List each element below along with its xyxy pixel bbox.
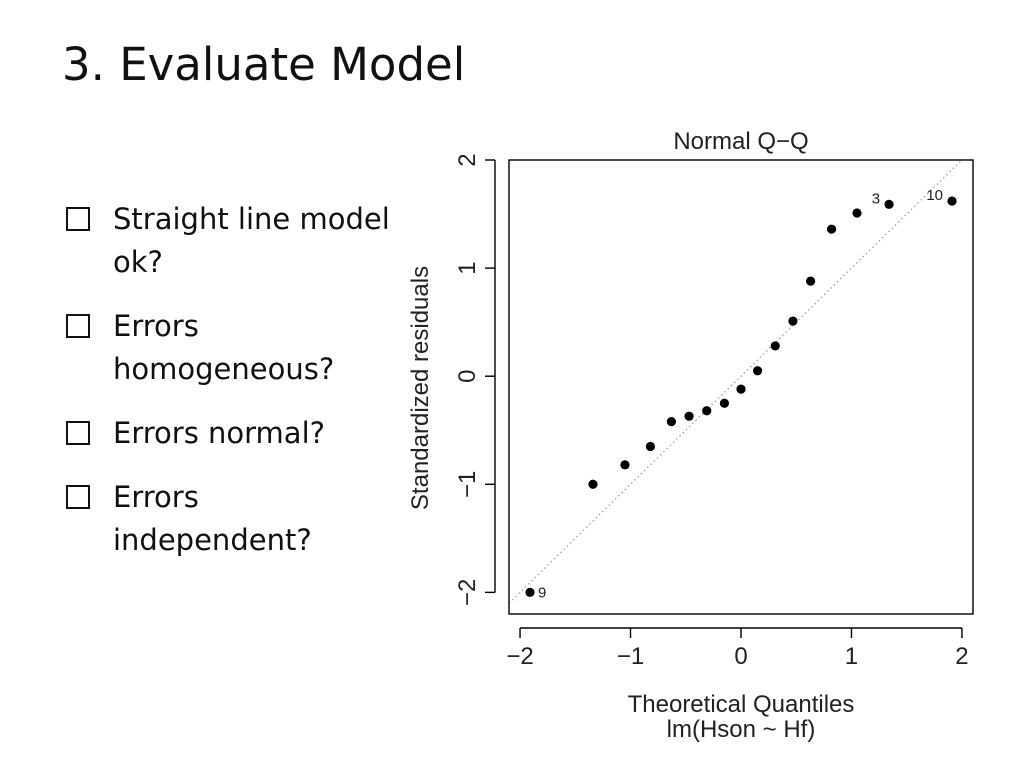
point-label: 10: [926, 187, 943, 204]
y-tick-label: −1: [454, 471, 481, 498]
data-point: [702, 406, 712, 416]
data-point: [645, 441, 656, 452]
checklist: Straight line model ok? Errors homogeneo…: [66, 198, 396, 583]
data-point: [620, 460, 630, 470]
point-label: 9: [538, 584, 546, 601]
plot-frame: [508, 159, 974, 615]
data-point: [752, 366, 763, 376]
y-tick-label: 1: [454, 261, 481, 274]
x-tick-label: −1: [617, 643, 644, 670]
x-tick-label: 2: [955, 643, 968, 670]
chart-subtitle: lm(Hson ~ Hf): [667, 716, 816, 743]
checkbox-homogeneous[interactable]: [66, 314, 90, 338]
chart-title: Normal Q−Q: [673, 128, 808, 155]
x-tick-label: 0: [734, 643, 747, 670]
data-point: [770, 341, 780, 351]
checkbox-straight-line[interactable]: [66, 207, 90, 231]
data-point: [736, 384, 746, 394]
checkbox-normal[interactable]: [66, 421, 90, 445]
checklist-item-straight-line: Straight line model ok?: [66, 198, 396, 284]
checklist-text: Straight line model ok?: [113, 202, 390, 279]
checklist-text: Errors homogeneous?: [113, 309, 335, 386]
y-tick-label: 2: [454, 153, 481, 166]
slide-title: 3. Evaluate Model: [62, 38, 466, 91]
data-point: [884, 199, 894, 209]
x-axis-label: Theoretical Quantiles: [628, 691, 855, 718]
data-point: [684, 411, 694, 421]
checkbox-independent[interactable]: [66, 485, 90, 509]
reference-line: [509, 160, 963, 604]
checklist-item-independent: Errors independent?: [66, 476, 396, 562]
y-axis-label: Standardized residuals: [407, 266, 434, 510]
data-point: [788, 316, 798, 326]
data-point: [852, 208, 862, 218]
data-point: [947, 196, 957, 206]
x-tick-label: −2: [506, 643, 533, 670]
x-tick-label: 1: [845, 643, 858, 670]
checklist-text: Errors independent?: [113, 480, 312, 557]
data-point: [719, 398, 730, 408]
data-point: [826, 224, 837, 234]
y-tick-label: 0: [454, 370, 481, 383]
data-point: [666, 416, 677, 427]
data-point: [525, 587, 535, 597]
checklist-item-homogeneous: Errors homogeneous?: [66, 305, 396, 391]
data-point: [588, 479, 598, 489]
data-point: [806, 276, 816, 286]
checklist-item-normal: Errors normal?: [66, 412, 396, 455]
point-label: 3: [872, 190, 880, 207]
y-tick-label: −2: [454, 579, 481, 606]
checklist-text: Errors normal?: [113, 416, 326, 450]
